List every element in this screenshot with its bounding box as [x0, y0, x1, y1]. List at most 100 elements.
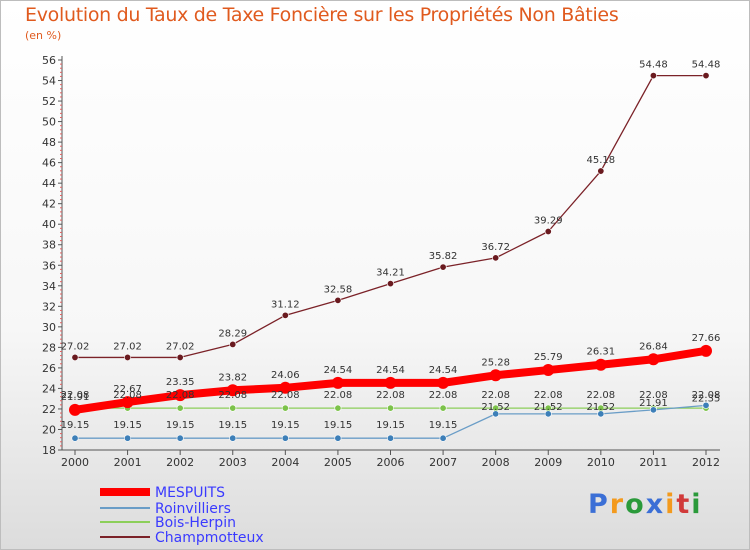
data-point-mespuits — [279, 381, 292, 394]
data-point-champmotteux — [281, 311, 289, 319]
data-label-champmotteux: 32.58 — [324, 284, 353, 295]
y-tick-label: 46 — [42, 157, 56, 170]
data-label-roinvilliers: 19.15 — [218, 420, 247, 431]
data-point-champmotteux — [439, 263, 447, 271]
data-point-roinvilliers — [439, 434, 447, 442]
y-tick-label: 22 — [42, 403, 56, 416]
data-label-bois-herpin: 22.08 — [534, 390, 563, 401]
x-tick-label-2004: 2004 — [271, 456, 299, 469]
chart-title: Evolution du Taux de Taxe Foncière sur l… — [25, 4, 619, 26]
data-point-mespuits — [69, 403, 81, 416]
data-point-champmotteux — [649, 72, 657, 80]
data-label-roinvilliers: 22.35 — [692, 393, 721, 404]
data-point-roinvilliers — [492, 410, 500, 418]
logo-letter: i — [665, 489, 677, 520]
data-point-roinvilliers — [334, 434, 342, 442]
data-label-champmotteux: 27.02 — [61, 341, 90, 352]
x-tick-label-2009: 2009 — [534, 456, 562, 469]
data-label-roinvilliers: 21.91 — [639, 398, 668, 409]
y-tick-label: 34 — [42, 280, 56, 293]
data-point-champmotteux — [71, 353, 79, 361]
x-tick-label-2006: 2006 — [377, 456, 405, 469]
data-point-mespuits — [489, 369, 502, 382]
y-tick-label: 24 — [42, 382, 56, 395]
logo-letter: r — [609, 489, 626, 520]
data-label-bois-herpin: 22.08 — [429, 390, 458, 401]
logo-letter: o — [625, 489, 646, 520]
data-label-champmotteux: 45.18 — [587, 155, 616, 166]
logo-letter: i — [691, 489, 703, 520]
y-tick-label: 20 — [42, 423, 56, 436]
y-tick-label: 30 — [42, 321, 56, 334]
y-tick-label: 26 — [42, 362, 56, 375]
data-label-bois-herpin: 22.08 — [61, 390, 90, 401]
data-point-champmotteux — [492, 254, 500, 262]
data-point-roinvilliers — [544, 410, 552, 418]
data-label-roinvilliers: 19.15 — [376, 420, 405, 431]
data-label-mespuits: 26.31 — [587, 347, 616, 358]
data-label-roinvilliers: 19.15 — [429, 420, 458, 431]
data-label-mespuits: 24.54 — [429, 365, 458, 376]
data-label-bois-herpin: 22.08 — [113, 390, 142, 401]
data-point-champmotteux — [386, 280, 394, 288]
data-label-mespuits: 27.66 — [692, 333, 721, 344]
x-tick-label-2008: 2008 — [482, 456, 510, 469]
data-label-bois-herpin: 22.08 — [376, 390, 405, 401]
data-point-roinvilliers — [597, 410, 605, 418]
data-point-mespuits — [331, 376, 344, 389]
data-label-champmotteux: 27.02 — [113, 341, 142, 352]
data-label-champmotteux: 31.12 — [271, 299, 300, 310]
data-label-mespuits: 23.35 — [166, 377, 195, 388]
data-point-champmotteux — [544, 227, 552, 235]
data-point-mespuits — [647, 353, 660, 366]
data-point-mespuits — [226, 384, 239, 397]
y-tick-label: 18 — [42, 444, 56, 457]
legend-label-mespuits: MESPUITS — [155, 485, 225, 501]
x-tick-label-2005: 2005 — [324, 456, 352, 469]
x-tick-label-2000: 2000 — [61, 456, 89, 469]
data-point-bois-herpin — [386, 404, 394, 412]
legend-label-champmotteux: Champmotteux — [155, 530, 264, 546]
data-label-roinvilliers: 21.52 — [587, 402, 616, 413]
legend-label-roinvilliers: Roinvilliers — [155, 501, 231, 517]
data-label-roinvilliers: 19.15 — [61, 420, 90, 431]
data-point-bois-herpin — [334, 404, 342, 412]
legend-label-bois-herpin: Bois-Herpin — [155, 515, 236, 531]
y-tick-label: 44 — [42, 177, 56, 190]
data-label-bois-herpin: 22.08 — [166, 390, 195, 401]
series-line-champmotteux — [74, 74, 707, 359]
data-label-mespuits: 26.84 — [639, 341, 668, 352]
data-point-roinvilliers — [649, 406, 657, 414]
data-label-champmotteux: 54.48 — [639, 60, 668, 71]
data-label-bois-herpin: 22.08 — [481, 390, 510, 401]
x-tick-label-2002: 2002 — [166, 456, 194, 469]
data-label-mespuits: 24.06 — [271, 370, 300, 381]
data-point-mespuits — [594, 358, 607, 371]
data-label-bois-herpin: 22.08 — [587, 390, 616, 401]
y-tick-label: 54 — [42, 75, 56, 88]
proxiti-logo: Proxiti — [588, 489, 703, 520]
y-tick-label: 42 — [42, 198, 56, 211]
data-point-champmotteux — [702, 72, 710, 80]
data-label-bois-herpin: 22.08 — [324, 390, 353, 401]
data-point-roinvilliers — [71, 434, 79, 442]
data-point-roinvilliers — [124, 434, 132, 442]
y-tick-label: 52 — [42, 95, 56, 108]
data-label-mespuits: 22.67 — [113, 384, 142, 395]
data-label-roinvilliers: 19.15 — [271, 420, 300, 431]
logo-letter: P — [588, 489, 610, 520]
data-point-roinvilliers — [702, 401, 710, 409]
x-tick-label-2001: 2001 — [114, 456, 142, 469]
data-label-roinvilliers: 19.15 — [166, 420, 195, 431]
x-tick-label-2010: 2010 — [587, 456, 615, 469]
data-label-bois-herpin: 22.08 — [692, 390, 721, 401]
x-tick-label-2011: 2011 — [639, 456, 667, 469]
y-tick-label: 40 — [42, 218, 56, 231]
data-label-roinvilliers: 19.15 — [113, 420, 142, 431]
x-tick-label-2003: 2003 — [219, 456, 247, 469]
data-label-champmotteux: 36.72 — [481, 242, 510, 253]
data-point-champmotteux — [124, 353, 132, 361]
logo-letter: t — [676, 489, 692, 520]
data-label-bois-herpin: 22.08 — [271, 390, 300, 401]
